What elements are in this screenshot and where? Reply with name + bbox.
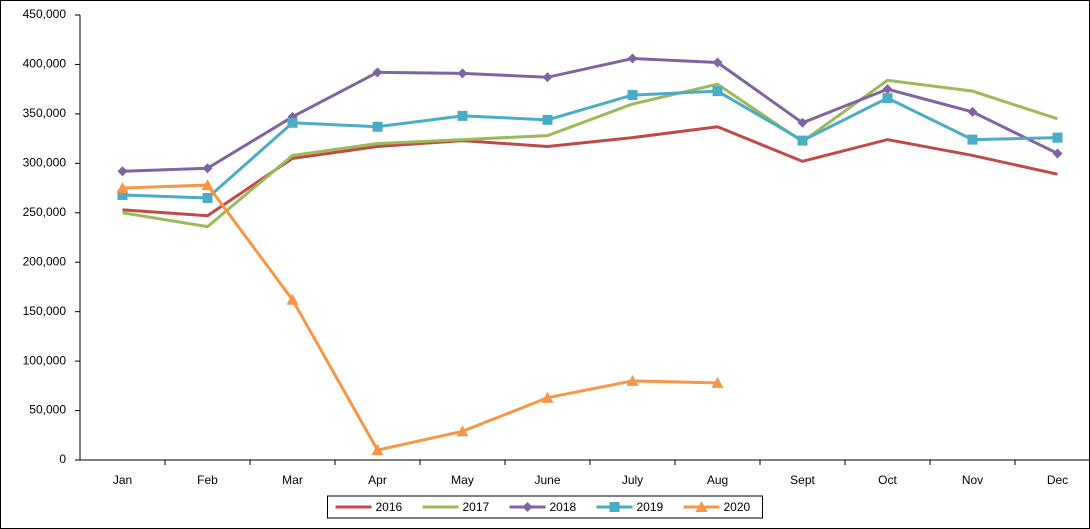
marker	[968, 135, 978, 145]
x-tick-label: June	[534, 473, 560, 487]
marker	[883, 93, 893, 103]
y-tick-label: 300,000	[23, 156, 67, 170]
marker	[713, 86, 723, 96]
x-tick-label: Dec	[1047, 473, 1068, 487]
x-tick-label: Oct	[878, 473, 897, 487]
y-tick-label: 350,000	[23, 106, 67, 120]
marker	[288, 118, 298, 128]
marker	[458, 111, 468, 121]
marker	[543, 115, 553, 125]
chart: 0 50,000 100,000 150,000 200,000 250,000 300,0…	[0, 0, 1090, 529]
x-tick-label: Aug	[707, 473, 728, 487]
x-tick-label: May	[451, 473, 474, 487]
legend-label: 2018	[550, 500, 577, 514]
legend-label: 2019	[637, 500, 664, 514]
y-tick-label: 0	[59, 452, 66, 466]
legend-label: 2016	[376, 500, 403, 514]
y-tick-label: 50,000	[29, 403, 66, 417]
marker	[610, 502, 620, 512]
x-tick-label: Feb	[197, 473, 218, 487]
x-tick-label: Nov	[962, 473, 983, 487]
x-tick-label: Jan	[113, 473, 132, 487]
x-tick-label: Apr	[368, 473, 387, 487]
y-tick-label: 200,000	[23, 254, 67, 268]
marker	[373, 122, 383, 132]
x-tick-label: Sept	[790, 473, 815, 487]
y-tick-label: 450,000	[23, 7, 67, 21]
marker	[203, 193, 213, 203]
legend-label: 2020	[724, 500, 751, 514]
y-tick-label: 250,000	[23, 205, 67, 219]
x-tick-label: Mar	[282, 473, 303, 487]
y-tick-label: 400,000	[23, 57, 67, 71]
y-tick-label: 150,000	[23, 304, 67, 318]
marker	[798, 136, 808, 146]
x-tick-label: July	[622, 473, 643, 487]
legend-label: 2017	[463, 500, 490, 514]
y-tick-label: 100,000	[23, 353, 67, 367]
marker	[628, 90, 638, 100]
marker	[1053, 133, 1063, 143]
